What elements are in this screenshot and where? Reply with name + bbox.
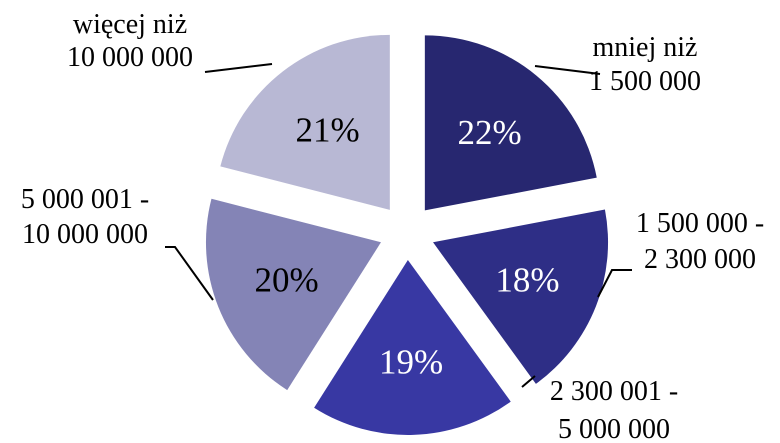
slice-category-label-line: 2 300 001 -: [550, 376, 678, 407]
slice-category-label: 2 300 001 - 5 000 000: [550, 376, 678, 443]
leader-line: [534, 65, 601, 75]
slice-category-label-line: 5 000 000: [558, 414, 670, 443]
slice-category-label-line: 2 300 000: [644, 244, 756, 275]
slice-value-label: 20%: [255, 261, 319, 300]
slice-value-label: 18%: [495, 261, 559, 300]
slice-category-label: więcej niż 10 000 000: [67, 9, 193, 73]
pie-slice: [220, 34, 390, 210]
slice-category-label-line: 10 000 000: [22, 219, 148, 250]
leader-line: [521, 375, 536, 388]
slice-category-label-line: więcej niż: [73, 9, 187, 40]
leader-line: [204, 63, 273, 73]
slice-value-label: 19%: [379, 342, 443, 381]
slice-category-label-line: mniej niż: [593, 32, 698, 63]
slice-category-label-line: 1 500 000: [589, 66, 701, 97]
pie-slice: [433, 209, 609, 384]
slice-category-label-line: 1 500 000 -: [636, 208, 764, 239]
pie-slice: [424, 35, 597, 211]
leader-line: [597, 269, 632, 298]
slice-value-label: 22%: [457, 113, 521, 152]
slice-category-label: 1 500 000 - 2 300 000: [636, 208, 764, 275]
slice-value-label: 21%: [296, 111, 360, 150]
pie-slice: [314, 259, 511, 435]
slice-category-label-line: 10 000 000: [67, 42, 193, 73]
leader-line: [165, 246, 214, 301]
slice-category-label-line: 5 000 001 -: [21, 184, 149, 215]
slice-category-label: 5 000 001 - 10 000 000: [21, 184, 149, 250]
slice-category-label: mniej niż 1 500 000: [589, 32, 701, 97]
pie-slice: [205, 198, 381, 391]
